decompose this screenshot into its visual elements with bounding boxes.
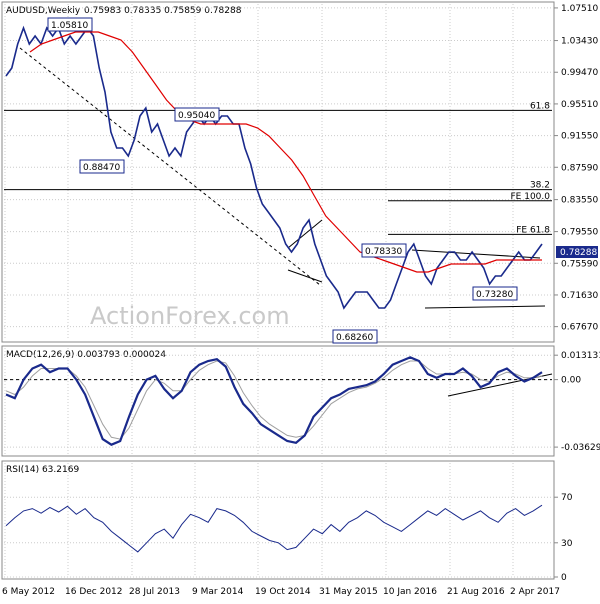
y-tick-label: 30 — [561, 539, 573, 549]
price-annotation: 0.73280 — [476, 290, 513, 300]
y-tick-label: 0.83550 — [561, 196, 598, 206]
fib-levels-layer: 61.8 38.2FE 100.0 FE 61.8 — [4, 101, 552, 235]
series-layer — [5, 25, 543, 553]
y-tick-label: 0 — [561, 573, 567, 583]
macd-label: MACD(12,26,9) 0.003793 0.000024 — [6, 350, 166, 360]
price-annotation-box — [47, 17, 93, 32]
price-annotation: 0.88470 — [83, 163, 120, 173]
trendline-layer — [19, 47, 553, 397]
level-label: FE 61.8 — [516, 225, 550, 235]
triangle-upper — [411, 249, 541, 259]
y-tick-label: 0.95510 — [561, 100, 598, 110]
x-tick-label: 2 Apr 2017 — [510, 587, 560, 597]
price-line — [5, 25, 543, 310]
y-tick-label: 0.99470 — [561, 68, 598, 78]
y-tick-label: 70 — [561, 493, 573, 503]
y-tick-label: 0.91550 — [561, 132, 598, 142]
rsi-panel-frame — [1, 460, 555, 580]
level-label: 38.2 — [530, 181, 550, 191]
x-tick-label: 6 May 2012 — [2, 587, 55, 597]
y-tick-label: 0.67670 — [561, 323, 598, 333]
watermark: ActionForex.com — [90, 302, 290, 330]
macd-panel-frame — [1, 345, 555, 457]
trendline-long-down — [19, 47, 321, 286]
price-annotation-box — [472, 286, 518, 301]
price-annotation: 1.05810 — [51, 21, 88, 31]
triangle-lower — [424, 305, 546, 309]
level-label: FE 100.0 — [511, 192, 551, 202]
price-annotation-box — [174, 107, 220, 122]
rsi-label: RSI(14) 63.2169 — [6, 465, 79, 475]
y-tick-label: 0.00 — [561, 376, 581, 386]
ohlc-header: 0.75983 0.78335 0.75859 0.78288 — [84, 6, 242, 16]
x-tick-label: 28 Jul 2013 — [129, 587, 180, 597]
y-tick-label: 0.75590 — [561, 259, 598, 269]
y-tick-label: 1.07510 — [561, 4, 598, 14]
y-tick-label: 0.71630 — [561, 291, 598, 301]
y-tick-label: 1.03430 — [561, 37, 598, 47]
moving-average-line — [29, 31, 542, 273]
x-tick-label: 21 Aug 2016 — [447, 587, 505, 597]
x-tick-label: 10 Jan 2016 — [383, 587, 437, 597]
y-tick-label: 0.013131 — [561, 351, 600, 361]
price-annotation-box — [79, 159, 125, 174]
x-tick-label: 19 Oct 2014 — [255, 587, 311, 597]
price-annotation: 0.68260 — [336, 333, 373, 343]
last-price-tag-bg — [556, 246, 598, 258]
grid-layer — [4, 4, 552, 578]
y-tick-label: 0.87590 — [561, 163, 598, 173]
wedge-lower — [287, 269, 323, 283]
level-label: 61.8 — [530, 101, 550, 111]
price-annotation: 0.95040 — [178, 111, 215, 121]
last-price-tag: 0.78288 — [560, 248, 597, 258]
price-annotation-box — [361, 243, 407, 258]
x-tick-label: 9 Mar 2014 — [192, 587, 244, 597]
price-annotation-box — [332, 329, 378, 344]
price-annotation: 0.78330 — [365, 247, 402, 257]
rsi-line — [5, 504, 543, 553]
axis-layer: 6 May 2012 16 Dec 2012 28 Jul 2013 9 Mar 20… — [2, 4, 600, 597]
macd-line — [5, 356, 543, 446]
x-tick-label: 31 May 2015 — [319, 587, 378, 597]
wedge-upper — [287, 219, 323, 249]
y-tick-label: 0.79550 — [561, 228, 598, 238]
instrument-label: AUDUSD,Weekly — [6, 6, 81, 16]
y-tick-label: -0.03629 — [561, 443, 600, 453]
annotation-layer: 1.05810 0.95040 0.88470 0.78330 0.73280 0.682… — [47, 17, 518, 344]
x-tick-label: 16 Dec 2012 — [65, 587, 123, 597]
